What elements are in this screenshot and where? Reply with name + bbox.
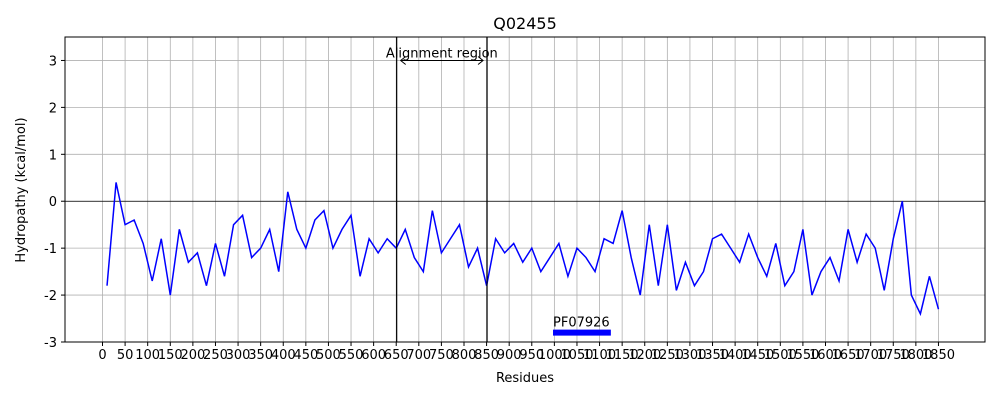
x-tick-label: 150 <box>158 348 183 363</box>
x-tick-label: 1250 <box>651 348 684 363</box>
y-tick-label: 2 <box>49 101 57 116</box>
x-tick-label: 1450 <box>741 348 774 363</box>
x-tick-label: 500 <box>316 348 341 363</box>
x-tick-label: 1700 <box>854 348 887 363</box>
x-tick-label: 550 <box>339 348 364 363</box>
x-tick-label: 0 <box>98 348 106 363</box>
x-tick-label: 1800 <box>899 348 932 363</box>
x-tick-label: 1500 <box>764 348 797 363</box>
x-tick-label: 1850 <box>922 348 955 363</box>
region-label: Alignment region <box>386 46 498 61</box>
x-tick-label: 1050 <box>560 348 593 363</box>
x-tick-label: 800 <box>452 348 477 363</box>
x-tick-label: 1400 <box>719 348 752 363</box>
x-tick-label: 400 <box>271 348 296 363</box>
y-tick-label: -1 <box>44 242 57 257</box>
y-tick-label: -2 <box>44 289 57 304</box>
x-tick-label: 1300 <box>673 348 706 363</box>
x-tick-label: 1200 <box>628 348 661 363</box>
x-tick-label: 350 <box>248 348 273 363</box>
x-tick-label: 1550 <box>786 348 819 363</box>
x-tick-label: 1600 <box>809 348 842 363</box>
x-tick-label: 850 <box>474 348 499 363</box>
domain-label: PF07926 <box>553 316 610 331</box>
chart-title: Q02455 <box>493 14 557 33</box>
domain-bar <box>553 329 611 336</box>
x-tick-label: 650 <box>384 348 409 363</box>
x-tick-label: 1000 <box>538 348 571 363</box>
y-tick-label: 1 <box>49 148 57 163</box>
x-tick-label: 600 <box>361 348 386 363</box>
x-tick-label: 700 <box>406 348 431 363</box>
x-tick-label: 300 <box>226 348 251 363</box>
x-tick-label: 1350 <box>696 348 729 363</box>
x-tick-label: 250 <box>203 348 228 363</box>
region-arrow <box>399 56 484 65</box>
y-tick-label: -3 <box>44 336 57 351</box>
x-tick-label: 50 <box>117 348 134 363</box>
y-axis-label: Hydropathy (kcal/mol) <box>14 117 29 262</box>
x-tick-label: 1100 <box>583 348 616 363</box>
x-tick-label: 950 <box>519 348 544 363</box>
hydropathy-line <box>106 182 940 317</box>
x-tick-label: 1650 <box>832 348 865 363</box>
plot-frame <box>64 36 986 343</box>
y-tick-label: 0 <box>49 195 57 210</box>
x-tick-label: 1150 <box>606 348 639 363</box>
x-tick-label: 450 <box>293 348 318 363</box>
x-tick-label: 1750 <box>877 348 910 363</box>
x-tick-label: 900 <box>497 348 522 363</box>
x-tick-label: 750 <box>429 348 454 363</box>
x-tick-label: 100 <box>135 348 160 363</box>
x-axis-label: Residues <box>496 371 554 386</box>
y-tick-label: 3 <box>49 54 57 69</box>
x-tick-label: 200 <box>180 348 205 363</box>
